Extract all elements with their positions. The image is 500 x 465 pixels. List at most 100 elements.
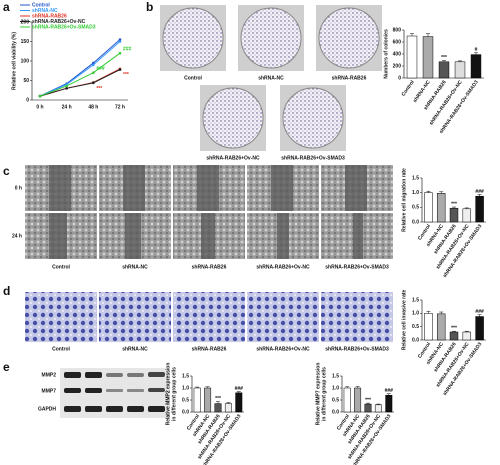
series-point: [92, 63, 95, 67]
significance: ###: [235, 386, 244, 392]
y-tick-label: 1.0: [332, 385, 339, 391]
bar: [235, 392, 243, 413]
bar: [470, 54, 482, 79]
series-point: [118, 38, 122, 41]
image-caption: shRNA-RAB26+Ov-SMAD3: [281, 155, 345, 161]
bar: [214, 403, 222, 413]
significance: ###: [475, 189, 484, 195]
bar: [422, 36, 434, 79]
significance: ###: [385, 388, 394, 394]
row-label: 24 h: [12, 233, 22, 239]
bar: [436, 313, 446, 341]
series-line: [39, 52, 121, 97]
y-axis-label: Relative MMP7 expression: [315, 363, 321, 426]
y-axis-label: Relative cell viability (%): [11, 32, 17, 90]
image-caption: shRNA-RAB26+Ov-NC: [256, 264, 310, 270]
invasion-image: [99, 292, 171, 342]
bar: [204, 387, 212, 413]
colony-dish: [240, 7, 302, 69]
y-tick-label: 1.5: [182, 373, 189, 379]
legend-label: shRNA-NC: [32, 8, 58, 14]
series-point: [118, 68, 122, 71]
significance: ###: [123, 47, 132, 53]
y-tick-label: 0: [398, 75, 401, 81]
scratch-gap: [49, 165, 71, 211]
y-tick-label: 1.5: [412, 175, 419, 181]
series-point: [92, 61, 95, 65]
scratch-gap: [197, 165, 219, 211]
scratch-gap: [271, 165, 293, 211]
panel-label: b: [146, 0, 153, 14]
x-tick-label: Control: [401, 79, 416, 98]
colony-dish: [162, 7, 224, 69]
panel-label: a: [3, 0, 10, 14]
y-tick-label: 0: [26, 97, 29, 103]
series-line: [39, 41, 121, 97]
y-tick-label: 0.5: [182, 397, 189, 403]
significance: ***: [215, 396, 221, 402]
scratch-gap: [125, 213, 141, 259]
scratch-gap: [345, 165, 367, 211]
bar: [462, 331, 472, 341]
y-tick-label: 1.5: [332, 373, 339, 379]
bar: [475, 195, 484, 223]
image-caption: shRNA-NC: [122, 346, 148, 352]
significance: ***: [451, 326, 457, 332]
bar: [385, 394, 393, 413]
significance: ###: [475, 309, 484, 315]
y-tick-label: 0.0: [332, 409, 339, 415]
significance: ***: [365, 397, 371, 403]
scratch-gap: [353, 213, 363, 259]
bar: [224, 403, 232, 413]
legend-label: shRNA-RAB26+Ov-SMAD3: [32, 24, 96, 30]
bar: [406, 35, 418, 79]
image-caption: Control: [184, 75, 202, 81]
bar: [424, 313, 433, 341]
legend-label: shRNA-RAB26: [32, 13, 67, 19]
image-caption: shRNA-RAB26: [192, 346, 227, 352]
bar: [193, 387, 201, 413]
y-tick-label: 150: [21, 39, 30, 45]
series-point: [92, 81, 95, 85]
y-tick-label: 1.0: [412, 190, 419, 196]
bar: [475, 316, 484, 341]
blot-bands: [64, 372, 165, 412]
scratch-gap: [277, 213, 289, 259]
bar: [374, 404, 382, 413]
y-tick-label: 1.0: [182, 385, 189, 391]
y-tick-label: 400: [393, 51, 402, 57]
bar: [449, 331, 459, 341]
significance: ###: [96, 66, 105, 72]
row-label: 0 h: [15, 185, 22, 191]
legend-label: shRNA-RAB26+Ov-NC: [32, 19, 86, 25]
series-point: [118, 51, 122, 55]
colony-dish: [318, 7, 380, 69]
invasion-image: [247, 292, 319, 342]
y-tick-label: 0.0: [182, 409, 189, 415]
bar: [462, 208, 472, 223]
panel-label: d: [3, 284, 10, 298]
y-tick-label: 50: [23, 78, 29, 84]
y-tick-label: 0.5: [412, 324, 419, 330]
bar: [364, 403, 372, 413]
bar: [424, 192, 433, 223]
y-tick-label: 0.0: [412, 219, 419, 225]
invasion-image: [321, 292, 393, 342]
series-point: [65, 87, 68, 90]
y-tick-label: 200: [21, 19, 30, 25]
x-tick-label: 24 h: [62, 104, 72, 110]
colony-dish: [202, 87, 264, 149]
significance: ***: [123, 72, 129, 78]
bar: [343, 387, 351, 413]
series-point: [65, 84, 68, 88]
y-axis-label: Relative cell migration rate: [401, 168, 407, 232]
y-tick-label: 600: [393, 39, 402, 45]
significance: ***: [451, 201, 457, 207]
image-caption: shRNA-NC: [258, 75, 284, 81]
scratch-gap: [49, 213, 67, 259]
image-caption: shRNA-RAB26+Ov-SMAD3: [325, 346, 389, 352]
image-caption: shRNA-RAB26+Ov-NC: [256, 346, 310, 352]
image-caption: shRNA-RAB26+Ov-SMAD3: [325, 264, 389, 270]
y-axis-label: Relative MMP2 expression: [165, 363, 171, 426]
